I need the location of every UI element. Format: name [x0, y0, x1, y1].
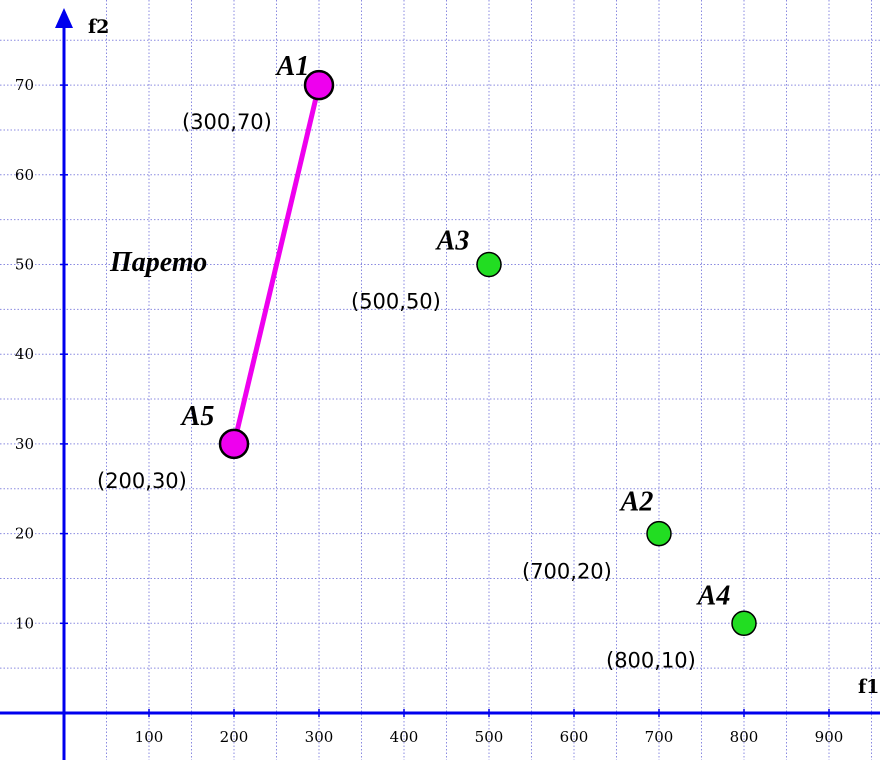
x-tick-label: 700: [645, 728, 674, 746]
y-tick-label: 40: [15, 345, 34, 363]
x-tick-label: 900: [815, 728, 844, 746]
data-point-a3: [476, 251, 502, 278]
y-tick-label: 70: [15, 76, 34, 94]
tick-labels: 100 200 300 400 500 600 700 800 900 10 20 30 40 50 60 7…: [15, 76, 843, 746]
y-axis-arrow-icon: [55, 8, 73, 28]
pareto-front-line: [231, 84, 322, 445]
data-point-a2: [646, 520, 672, 547]
x-tick-label: 100: [135, 728, 164, 746]
y-tick-label: 20: [15, 525, 34, 543]
point-name-a2: A2: [619, 487, 654, 518]
pareto-front-label: Парето: [109, 247, 207, 278]
data-point-a1: [303, 69, 335, 101]
point-coord-a3: (500,50): [351, 290, 441, 314]
x-tick-label: 400: [390, 728, 419, 746]
data-point-a4: [731, 610, 757, 637]
x-tick-label: 800: [730, 728, 759, 746]
point-labels: A1 (300,70) A2 (700,20) A3 (500,50) A4 (800,10)…: [97, 51, 730, 672]
point-coord-a5: (200,30): [97, 469, 187, 493]
x-tick-label: 300: [305, 728, 334, 746]
y-axis-label: f2: [88, 16, 109, 38]
data-points: [218, 69, 757, 637]
point-name-a5: A5: [180, 401, 215, 432]
point-coord-a4: (800,10): [606, 648, 696, 672]
x-tick-label: 500: [475, 728, 504, 746]
point-name-a3: A3: [435, 226, 470, 257]
point-name-a1: A1: [275, 51, 310, 82]
axes: f1 f2: [0, 8, 880, 760]
pareto-front: Парето: [109, 84, 322, 445]
y-tick-label: 60: [15, 166, 34, 184]
point-coord-a1: (300,70): [182, 110, 272, 134]
y-tick-label: 50: [15, 256, 34, 274]
x-tick-label: 600: [560, 728, 589, 746]
point-name-a4: A4: [696, 580, 731, 611]
data-point-a5: [218, 428, 250, 460]
x-tick-label: 200: [220, 728, 249, 746]
point-coord-a2: (700,20): [522, 560, 612, 584]
y-tick-label: 30: [15, 435, 34, 453]
y-tick-label: 10: [15, 614, 34, 632]
x-axis-label: f1: [858, 676, 879, 698]
